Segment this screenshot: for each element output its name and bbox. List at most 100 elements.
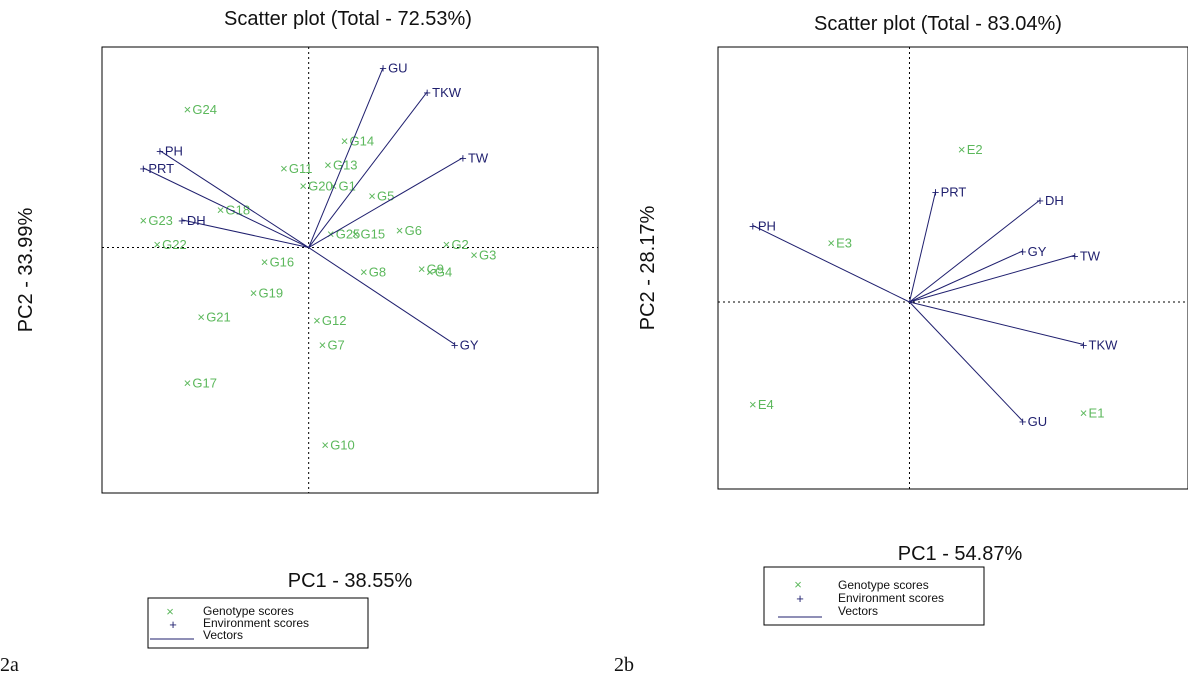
environment-label-tw: TW (1080, 248, 1101, 263)
environment-label-ph: PH (758, 219, 776, 234)
environment-label-gy: GY (460, 337, 479, 352)
legend-environment-label: Environment scores (203, 616, 309, 630)
environment-marker-dh: + (1036, 193, 1044, 208)
genotype-marker-g21: × (197, 310, 205, 325)
environment-marker-prt: + (140, 161, 148, 176)
y-axis-title: PC2 - 33.99% (15, 208, 37, 333)
environment-label-gu: GU (388, 61, 408, 76)
environment-marker-ph: + (749, 219, 757, 234)
genotype-marker-g23: × (140, 213, 148, 228)
environment-label-tkw: TKW (1089, 338, 1119, 353)
environment-marker-gy: + (451, 337, 459, 352)
genotype-label-g23: G23 (148, 213, 173, 228)
vector-tw (909, 254, 1075, 303)
genotype-label-g9: G9 (427, 261, 444, 276)
environment-label-dh: DH (1045, 193, 1064, 208)
panel-label: 2a (0, 654, 19, 675)
environment-marker-tkw: + (1080, 338, 1088, 353)
environment-label-tkw: TKW (432, 85, 462, 100)
genotype-label-g19: G19 (259, 285, 284, 300)
vector-dh (909, 199, 1041, 303)
legend-environment-label: Environment scores (838, 591, 944, 605)
genotype-marker-g2: × (443, 237, 451, 252)
environment-label-prt: PRT (941, 185, 967, 200)
legend-genotype-label: Genotype scores (838, 578, 929, 592)
genotype-label-g20: G20 (308, 178, 333, 193)
genotype-label-g3: G3 (479, 247, 496, 262)
genotype-label-g18: G18 (225, 202, 250, 217)
genotype-label-e3: E3 (836, 236, 852, 251)
legend-genotype-marker: × (794, 577, 802, 592)
plot-area: ×G24×G14×G11×G13×G20×G1×G5×G18×G23×G25×G… (102, 47, 598, 493)
genotype-marker-g9: × (418, 261, 426, 276)
environment-marker-tkw: + (423, 85, 431, 100)
genotype-marker-g8: × (360, 265, 368, 280)
genotype-label-e2: E2 (967, 142, 983, 157)
legend-environment-marker: + (796, 591, 804, 606)
vector-tkw (909, 301, 1084, 345)
environment-label-gy: GY (1028, 244, 1047, 259)
genotype-marker-e4: × (749, 397, 757, 412)
genotype-marker-g16: × (261, 254, 269, 269)
genotype-label-g22: G22 (162, 237, 187, 252)
environment-marker-tw: + (459, 151, 467, 166)
vector-gu (308, 67, 384, 248)
environment-label-tw: TW (468, 151, 489, 166)
genotype-marker-g12: × (313, 313, 321, 328)
genotype-marker-g19: × (250, 285, 258, 300)
genotype-label-e4: E4 (758, 397, 774, 412)
legend-vectors-label: Vectors (838, 604, 878, 618)
genotype-marker-g24: × (184, 102, 192, 117)
plot-frame (717, 46, 1188, 490)
chart-panel-2a: Scatter plot (Total - 72.53%) × G24× G14× G… (0, 8, 599, 675)
genotype-label-g13: G13 (333, 158, 358, 173)
environment-marker-tw: + (1071, 248, 1079, 263)
genotype-marker-g17: × (184, 375, 192, 390)
genotype-label-g24: G24 (192, 102, 217, 117)
x-axis-title: PC1 - 54.87% (898, 543, 1023, 565)
genotype-label-g14: G14 (349, 133, 374, 148)
vector-prt (143, 167, 309, 248)
genotype-label-g21: G21 (206, 310, 231, 325)
legend-genotype-marker: × (166, 604, 174, 619)
vector-dh (181, 219, 309, 249)
chart-title: Scatter plot (Total - 83.04%) (814, 13, 1062, 35)
legend-box (147, 597, 369, 649)
genotype-label-g16: G16 (270, 254, 295, 269)
vector-gy (308, 247, 455, 345)
genotype-marker-g18: × (217, 202, 225, 217)
genotype-marker-e2: × (958, 142, 966, 157)
environment-marker-dh: + (178, 213, 186, 228)
genotype-marker-e1: × (1080, 406, 1088, 421)
legend-genotype-label: Genotype scores (203, 604, 294, 618)
chart-panel-2b: Scatter plot (Total - 83.04%) × E2× E3× E4×… (614, 13, 1188, 675)
genotype-marker-g20: × (299, 178, 307, 193)
genotype-label-g4: G4 (435, 265, 452, 280)
legend: × + Genotype scores Environment scores V… (763, 566, 985, 626)
panel-label: 2b (614, 654, 634, 675)
genotype-marker-e3: × (827, 236, 835, 251)
genotype-label-g17: G17 (192, 375, 217, 390)
vector-tkw (308, 91, 428, 248)
genotype-label-g5: G5 (377, 189, 394, 204)
plot-frame (101, 46, 599, 494)
legend-box (763, 566, 985, 626)
genotype-marker-g11: × (280, 161, 288, 176)
chart-title: Scatter plot (Total - 72.53%) (224, 8, 472, 30)
genotype-label-g12: G12 (322, 313, 347, 328)
genotype-label-g2: G2 (451, 237, 468, 252)
environment-marker-gy: + (1019, 244, 1027, 259)
genotype-label-g7: G7 (327, 337, 344, 352)
legend-vectors-label: Vectors (203, 628, 243, 642)
environment-label-gu: GU (1028, 414, 1048, 429)
vector-gy (909, 250, 1023, 303)
genotype-label-g6: G6 (405, 223, 422, 238)
vector-ph (159, 150, 309, 248)
environment-marker-ph: + (156, 144, 164, 159)
legend: × + Genotype scores Environment scores V… (147, 597, 369, 649)
genotype-label-g1: G1 (338, 178, 355, 193)
genotype-marker-g6: × (396, 223, 404, 238)
environment-marker-gu: + (1019, 414, 1027, 429)
genotype-label-g10: G10 (330, 438, 355, 453)
